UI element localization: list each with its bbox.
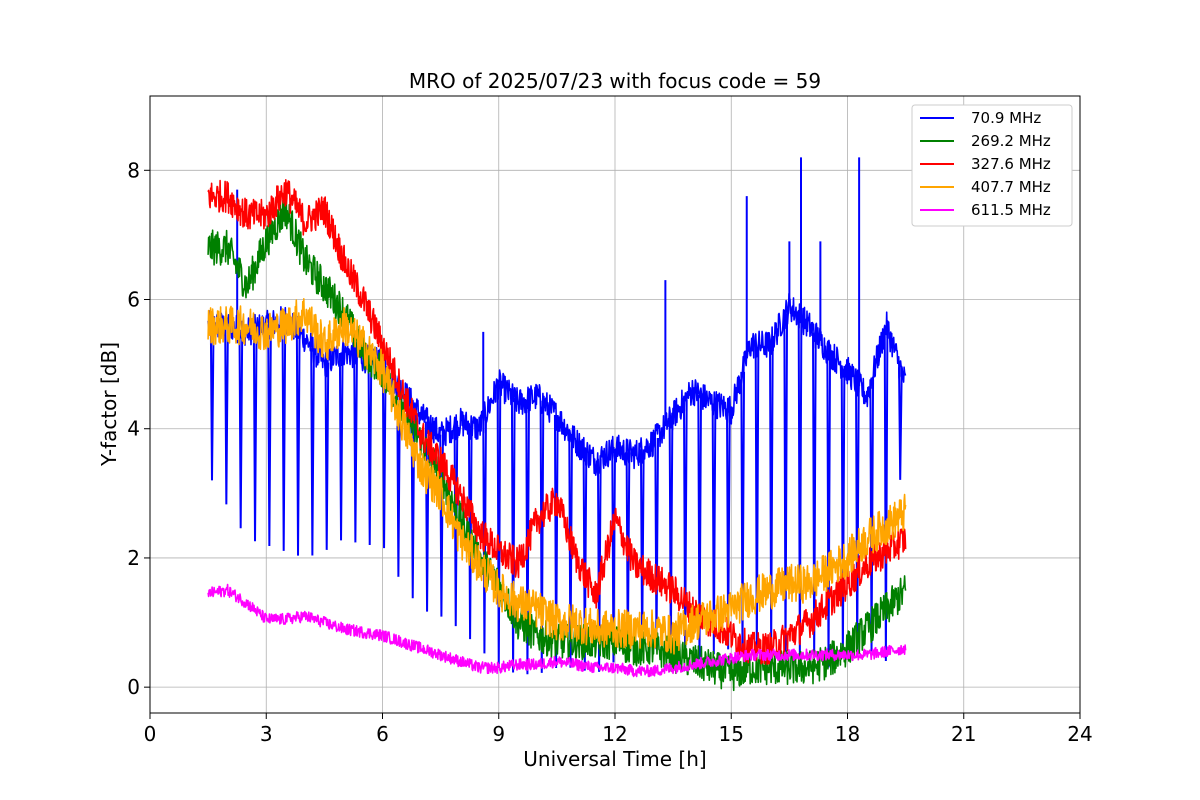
legend-label: 407.7 MHz <box>971 178 1051 196</box>
series-dip <box>482 416 487 654</box>
chart-title: MRO of 2025/07/23 with focus code = 59 <box>409 69 821 93</box>
x-tick-label: 21 <box>951 722 976 746</box>
x-tick-label: 6 <box>376 722 389 746</box>
series-dip <box>310 348 315 556</box>
series-dip <box>467 425 473 640</box>
series-dip <box>324 362 330 550</box>
series-dip <box>238 329 244 529</box>
series-dip <box>539 400 545 673</box>
series-dip <box>869 379 875 652</box>
series-dip <box>367 359 373 546</box>
series-line <box>207 298 907 655</box>
series-3 <box>207 298 907 655</box>
series-dip <box>898 367 903 480</box>
series-4 <box>207 583 907 678</box>
legend-entries: 70.9 MHz 269.2 MHz 327.6 MHz 407.7 MHz 611.5… <box>920 109 1051 219</box>
x-tick-label: 12 <box>602 722 627 746</box>
series-2 <box>207 179 907 666</box>
series-dip <box>396 385 401 577</box>
legend-label: 70.9 MHz <box>971 109 1041 127</box>
series-dip <box>525 399 530 675</box>
series-dip <box>338 352 344 541</box>
series-line <box>207 179 907 666</box>
series-dip <box>353 355 358 543</box>
y-tick-label: 2 <box>127 546 140 570</box>
series-dip <box>209 325 215 481</box>
x-tick-label: 24 <box>1067 722 1092 746</box>
legend-label: 327.6 MHz <box>971 155 1051 173</box>
y-axis-label: Y-factor [dB] <box>97 342 121 467</box>
y-tick-label: 0 <box>127 675 140 699</box>
x-axis-label: Universal Time [h] <box>523 747 706 771</box>
series-dip <box>596 458 602 672</box>
series-dip <box>883 326 889 662</box>
legend-box <box>911 104 1073 227</box>
x-tick-label: 0 <box>144 722 157 746</box>
series-dip <box>510 397 516 673</box>
series-dip <box>725 408 731 650</box>
legend-label: 269.2 MHz <box>971 132 1051 150</box>
y-tick-label: 8 <box>127 158 140 182</box>
x-tick-label: 3 <box>260 722 273 746</box>
series-dip <box>582 450 588 671</box>
legend-label: 611.5 MHz <box>971 201 1051 219</box>
series-dip <box>381 366 387 549</box>
x-tick-label: 9 <box>492 722 505 746</box>
series-dip <box>410 404 416 599</box>
series-line <box>207 583 907 678</box>
series-dip <box>252 329 258 542</box>
series-dip <box>568 433 573 668</box>
legend: 70.9 MHz 269.2 MHz 327.6 MHz 407.7 MHz 611.5… <box>911 104 1073 227</box>
y-tick-label: 4 <box>127 417 140 441</box>
series-dip <box>224 325 229 505</box>
y-tick-label: 6 <box>127 288 140 312</box>
x-tick-label: 15 <box>719 722 744 746</box>
x-tick-label: 18 <box>835 722 860 746</box>
series-dip <box>281 319 287 551</box>
